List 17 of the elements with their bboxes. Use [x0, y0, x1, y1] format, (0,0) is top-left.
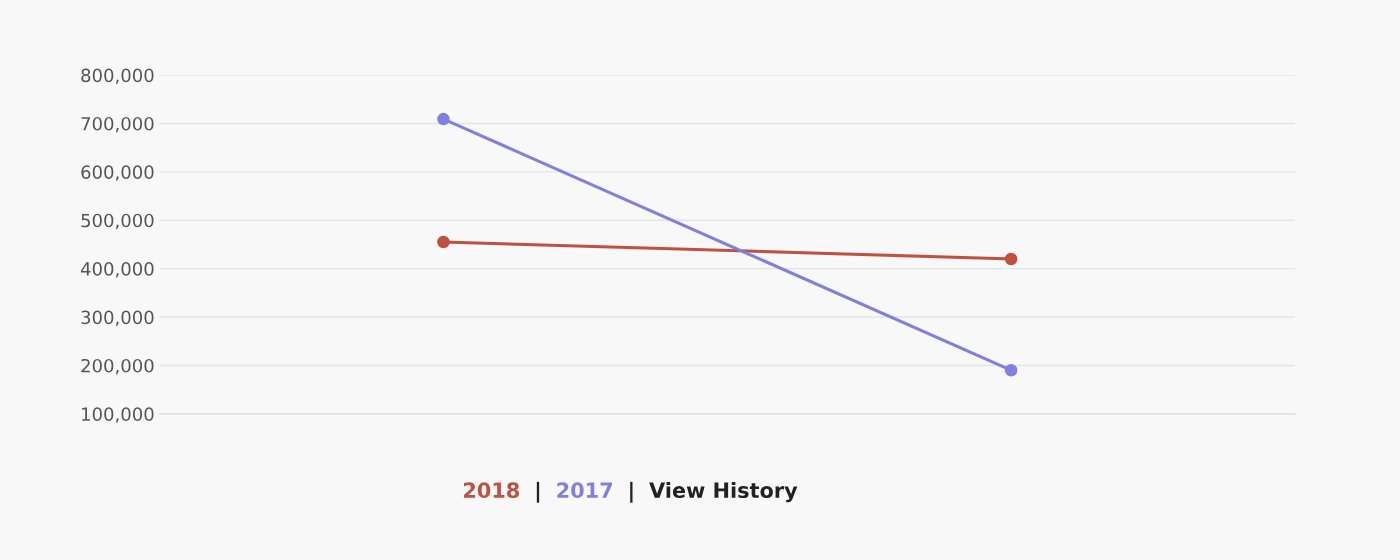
point — [437, 112, 450, 126]
y-tick-label: 500,000 — [81, 213, 154, 230]
text: 2017 — [557, 482, 613, 499]
y-tick-label: 100,000 — [82, 407, 154, 423]
y-tick-label: 400,000 — [80, 262, 154, 278]
text: | — [536, 481, 540, 503]
text: View History — [649, 481, 798, 503]
text: | — [630, 481, 633, 503]
text: 2018 — [463, 482, 519, 499]
y-tick-label: 200,000 — [81, 358, 154, 375]
y-tick-label: 300,000 — [81, 310, 154, 326]
y-tick-label: 700,000 — [81, 116, 154, 133]
y-tick-label: 800,000 — [81, 68, 154, 84]
y-tick-label: 600,000 — [81, 165, 154, 181]
point — [1004, 252, 1018, 266]
point — [437, 235, 450, 249]
point — [1004, 364, 1018, 377]
